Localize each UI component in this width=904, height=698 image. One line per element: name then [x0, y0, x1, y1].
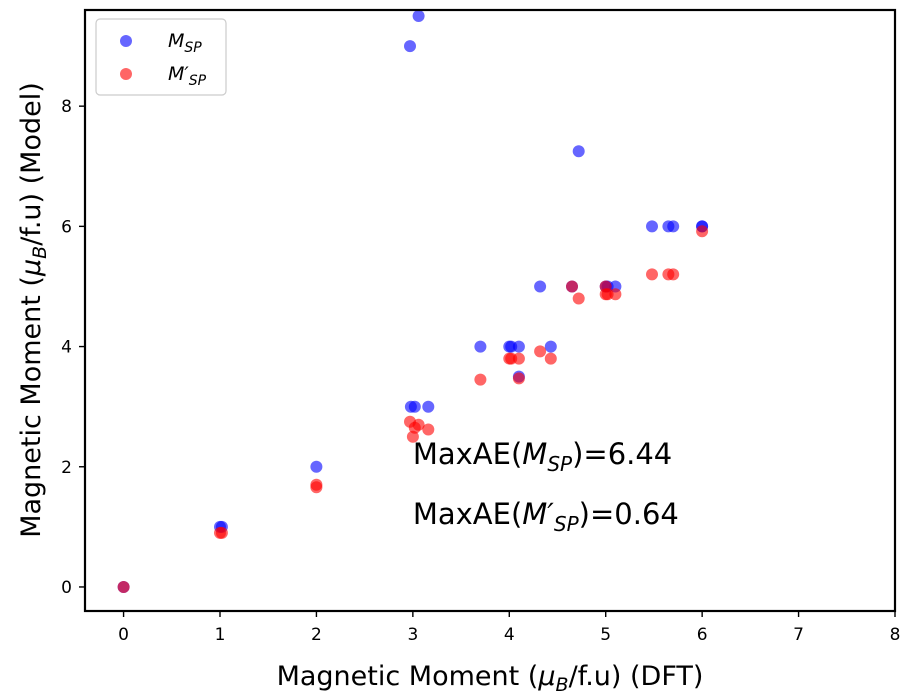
y-tick-label: 4: [61, 338, 72, 358]
annotation-symbol: M′: [522, 497, 554, 531]
series-2-point: [512, 352, 525, 365]
series-2-point: [412, 418, 425, 431]
label-text: Magnetic Moment (: [16, 276, 47, 538]
label-mu: μ: [537, 661, 555, 692]
x-tick-label: 6: [697, 625, 708, 645]
label-text: /f.u) (DFT): [569, 661, 704, 692]
series-1-point: [667, 220, 680, 233]
label-text: /f.u) (Model): [16, 82, 47, 246]
annotation-symbol: M: [522, 437, 547, 471]
series-2-point: [512, 372, 525, 385]
x-tick-label: 8: [890, 625, 901, 645]
series-2-point: [422, 423, 435, 436]
series-1-point: [534, 280, 547, 293]
maxae-annotation: MaxAE(M′SP)=0.64: [413, 497, 679, 536]
series-1-point: [412, 10, 425, 22]
x-tick-label: 5: [600, 625, 611, 645]
label-mu: μ: [16, 259, 47, 277]
x-tick-label: 4: [504, 625, 515, 645]
label-subscript: B: [29, 246, 51, 259]
maxae-annotation: MaxAE(MSP)=6.44: [413, 437, 672, 476]
annotation-subscript: SP: [554, 512, 580, 536]
legend-marker: [120, 35, 132, 47]
series-2-point: [646, 268, 658, 281]
series-2-point: [566, 280, 578, 293]
series-2-point: [696, 225, 709, 238]
plot-frame: [83, 8, 897, 613]
series-2-point: [572, 292, 585, 305]
legend-entry-label: M′SP: [168, 63, 207, 89]
legend-box: [95, 18, 227, 96]
annotation-text: MaxAE(: [413, 497, 522, 531]
x-tick-label: 3: [407, 625, 418, 645]
legend-symbol: M: [168, 30, 184, 52]
x-tick-label: 1: [215, 625, 226, 645]
series-1-point: [572, 145, 585, 158]
annotation-text: )=6.44: [572, 437, 672, 471]
y-tick-label: 6: [61, 217, 72, 237]
series-2-point: [474, 373, 487, 386]
ticks-layer: 0 1 2 3 4 5 6 7 8 0 2 4 6 8: [61, 97, 900, 645]
series-2-point: [599, 280, 612, 293]
series-1-point: [544, 340, 557, 353]
annotation-subscript: SP: [547, 452, 573, 476]
y-tick-label: 8: [61, 97, 72, 117]
series-2-point: [406, 430, 419, 443]
label-text: Magnetic Moment (: [277, 661, 539, 692]
legend-marker: [120, 68, 132, 80]
legend-subscript: SP: [189, 73, 207, 89]
y-tick-label: 0: [61, 578, 72, 598]
annotation-text: MaxAE(: [413, 437, 522, 471]
series-2-point: [609, 288, 622, 301]
x-tick-label: 2: [311, 625, 322, 645]
series-2-point: [544, 352, 557, 365]
series-1-point: [404, 40, 416, 53]
points-layer: [117, 10, 709, 593]
series-1-point: [408, 400, 421, 413]
legend-entry-label: MSP: [168, 30, 202, 56]
series-2-point: [667, 268, 680, 281]
series-2-point: [534, 345, 547, 358]
y-tick-label: 2: [61, 458, 72, 478]
series-1-point: [512, 340, 525, 353]
y-axis-label: Magnetic Moment (μB/f.u) (Model): [16, 82, 51, 538]
x-tick-label: 7: [793, 625, 804, 645]
series-2-point: [117, 581, 130, 593]
legend-symbol: M′: [168, 63, 189, 85]
x-tick-label: 0: [118, 625, 129, 645]
series-1-point: [474, 340, 487, 353]
series-1-point: [310, 460, 323, 473]
series-1-point: [646, 220, 658, 233]
series-2-point: [310, 481, 323, 494]
series-1-point: [422, 400, 435, 413]
annotation-text: )=0.64: [579, 497, 679, 531]
legend-subscript: SP: [184, 40, 202, 56]
label-subscript: B: [556, 674, 569, 694]
series-2-point: [215, 526, 228, 539]
x-axis-label: Magnetic Moment (μB/f.u) (DFT): [277, 661, 704, 694]
